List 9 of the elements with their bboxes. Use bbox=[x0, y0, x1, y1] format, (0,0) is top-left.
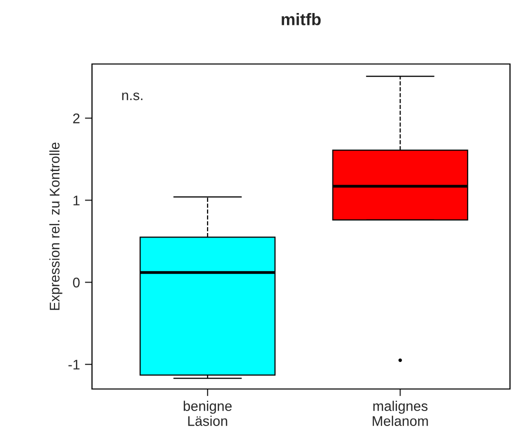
y-axis-title: Expression rel. zu Kontrolle bbox=[49, 142, 62, 310]
x-tick-label: benigne Läsion bbox=[184, 400, 232, 426]
y-tick-label: 2 bbox=[73, 114, 80, 124]
y-tick-label: -1 bbox=[68, 360, 80, 370]
x-tick-label: malignes Melanom bbox=[372, 400, 428, 426]
y-tick-label: 0 bbox=[73, 278, 80, 288]
annotation: n.s. bbox=[122, 92, 142, 100]
y-tick-label: 1 bbox=[74, 196, 80, 206]
chart-title: mitfb bbox=[282, 13, 321, 26]
